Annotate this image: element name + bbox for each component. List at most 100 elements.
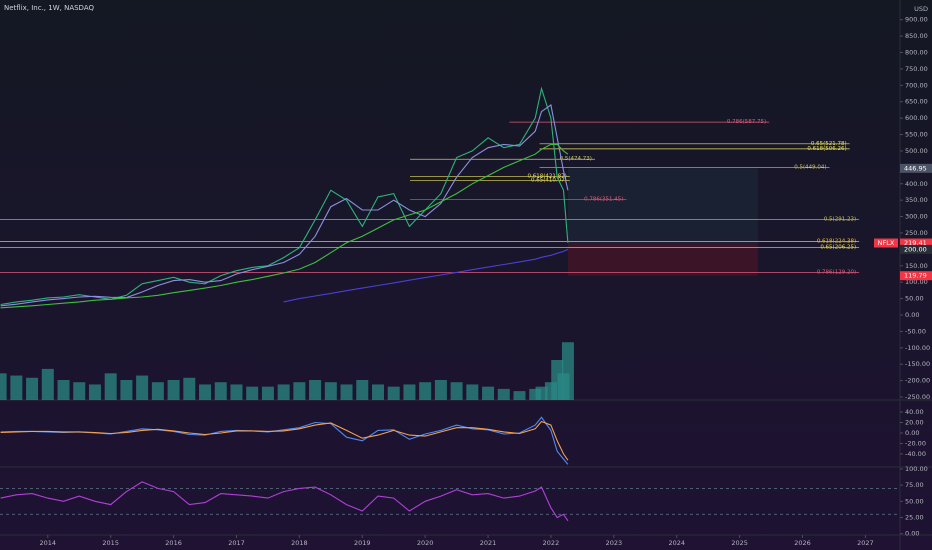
y-tick-label: 40.00 <box>905 408 924 416</box>
y-tick-label: 300.00 <box>905 213 928 221</box>
fib-label: 0.5(449.04) <box>794 165 826 171</box>
y-tick-label: -20.00 <box>905 439 926 447</box>
volume-bar <box>309 380 322 400</box>
y-tick-label: 750.00 <box>905 65 928 73</box>
x-tick-label: 2021 <box>480 539 497 547</box>
fib-label: 0.786(587.75) <box>727 119 766 125</box>
price-tag-label: 446.95 <box>904 164 927 172</box>
x-tick-label: 2019 <box>354 539 371 547</box>
y-tick-label: 20.00 <box>905 419 924 427</box>
x-tick-label: 2014 <box>40 539 57 547</box>
volume-bar <box>387 386 400 400</box>
y-tick-label: 75.00 <box>905 481 924 489</box>
volume-bar <box>371 384 384 400</box>
fib-label: 0.618(224.38) <box>817 238 856 244</box>
y-tick-label: 850.00 <box>905 32 928 40</box>
position-loss-zone <box>567 243 758 276</box>
volume-bar <box>434 380 447 400</box>
fib-label: 0.65(410.07) <box>531 177 567 183</box>
volume-bar <box>10 375 23 400</box>
y-tick-label: 650.00 <box>905 98 928 106</box>
volume-bar <box>120 380 133 400</box>
series-line <box>0 86 569 306</box>
volume-bar <box>26 377 39 400</box>
volume-bar <box>214 382 227 400</box>
y-tick-label: 900.00 <box>905 16 928 24</box>
price-tag <box>900 244 932 254</box>
volume-bar <box>466 384 479 400</box>
fib-label: 0.65(521.78) <box>811 141 847 147</box>
y-tick-label: -40.00 <box>905 450 926 458</box>
volume-bar <box>230 384 243 400</box>
volume-bar <box>450 382 463 400</box>
y-tick-label: 550.00 <box>905 131 928 139</box>
x-tick-label: 2025 <box>731 539 748 547</box>
x-tick-label: 2017 <box>228 539 245 547</box>
y-tick-label: -200.00 <box>905 377 930 385</box>
series-line <box>0 481 569 522</box>
x-tick-label: 2020 <box>417 539 434 547</box>
volume-bar <box>324 382 337 400</box>
volume-bar <box>167 380 180 400</box>
y-tick-label: 0.00 <box>905 429 919 437</box>
volume-bar <box>561 342 574 400</box>
series-line <box>283 248 569 303</box>
y-tick-label: 700.00 <box>905 81 928 89</box>
x-tick-label: 2026 <box>794 539 811 547</box>
volume-bar <box>199 384 212 400</box>
volume-bar <box>151 382 164 400</box>
y-tick-label: 100.00 <box>905 465 928 473</box>
series-line <box>0 104 569 307</box>
y-tick-label: 500.00 <box>905 147 928 155</box>
volume-bar <box>419 382 432 400</box>
volume-bar <box>41 368 54 400</box>
price-tag <box>900 271 932 281</box>
fib-label: 0.618(421.87) <box>528 174 567 180</box>
volume-bar <box>57 380 70 400</box>
y-tick-label: 800.00 <box>905 49 928 57</box>
series-line <box>0 143 569 309</box>
y-tick-label: -250.00 <box>905 393 930 401</box>
volume-bar <box>0 373 7 400</box>
volume-bar <box>183 377 196 400</box>
currency: USD <box>914 5 928 13</box>
chart-title: Netflix, Inc., 1W, NASDAQ <box>4 4 94 12</box>
fib-label: 0.786(351.45) <box>584 197 623 203</box>
price-tag <box>900 238 932 248</box>
price-tag-label: 219.41 <box>904 239 927 247</box>
volume-bar <box>513 391 526 400</box>
series-line <box>0 420 569 461</box>
y-tick-label: 350.00 <box>905 196 928 204</box>
fib-label: 0.618(506.26) <box>807 146 846 152</box>
price-tag-label: 119.79 <box>904 272 927 280</box>
volume-bar <box>497 388 510 400</box>
y-tick-label: -150.00 <box>905 360 930 368</box>
symbol-tag <box>874 238 898 248</box>
x-tick-label: 2015 <box>102 539 119 547</box>
volume-bar <box>293 382 306 400</box>
volume-bar <box>104 373 117 400</box>
symbol-tag-label: NFLX <box>878 239 895 247</box>
y-tick-label: 250.00 <box>905 229 928 237</box>
fib-label: 0.5(291.23) <box>824 216 856 222</box>
x-tick-label: 2027 <box>857 539 874 547</box>
y-tick-label: -100.00 <box>905 344 930 352</box>
price-tag <box>900 163 932 173</box>
volume-bar <box>73 382 86 400</box>
volume-bar <box>340 384 353 400</box>
x-tick-label: 2022 <box>543 539 560 547</box>
y-tick-label: 0.00 <box>905 311 919 319</box>
volume-bar <box>403 384 416 400</box>
y-tick-label: 600.00 <box>905 114 928 122</box>
volume-bar <box>277 384 290 400</box>
y-tick-label: 0.00 <box>905 530 919 538</box>
position-profit-zone <box>567 168 758 244</box>
fib-label: 0.786(129.20) <box>817 270 856 276</box>
y-tick-label: 100.00 <box>905 278 928 286</box>
fib-label: 0.5(474.73) <box>560 156 592 162</box>
y-tick-label: -50.00 <box>905 327 926 335</box>
y-tick-label: 150.00 <box>905 262 928 270</box>
y-tick-label: 50.00 <box>905 295 924 303</box>
